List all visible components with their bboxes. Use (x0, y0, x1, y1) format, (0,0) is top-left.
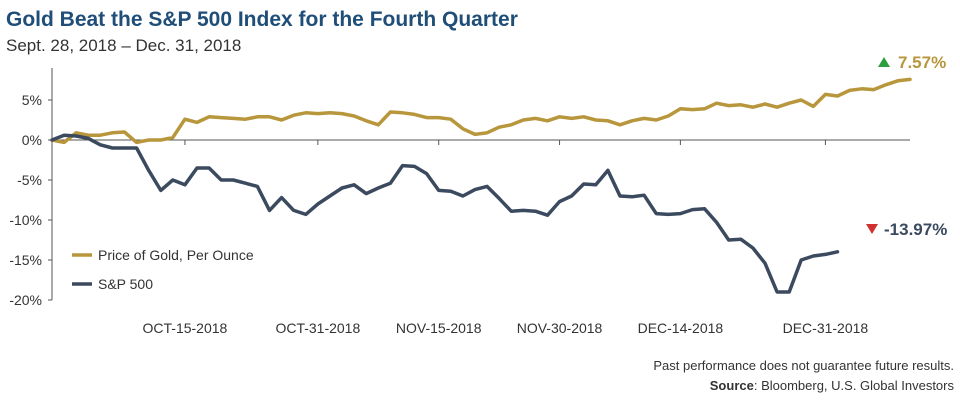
sp500-final-label: -13.97% (884, 220, 947, 239)
source-label: Source (710, 378, 754, 393)
plot-area (50, 77, 912, 294)
series-line-gold (50, 77, 912, 145)
y-tick-label: -10% (9, 212, 42, 228)
y-tick-label: 5% (22, 92, 42, 108)
up-arrow-icon (878, 57, 890, 67)
legend-label-sp500: S&P 500 (98, 276, 153, 292)
x-tick-label: NOV-15-2018 (396, 320, 482, 336)
x-tick-label: OCT-15-2018 (143, 320, 228, 336)
gold-final-label: 7.57% (898, 53, 946, 72)
chart-subtitle: Sept. 28, 2018 – Dec. 31, 2018 (6, 36, 241, 55)
disclaimer: Past performance does not guarantee futu… (653, 358, 954, 373)
legend-label-gold: Price of Gold, Per Ounce (98, 247, 254, 263)
series-line-sp500 (50, 133, 840, 294)
y-axis: 5% 0% -5% -10% -15% -20% (9, 68, 53, 308)
x-tick-label: NOV-30-2018 (517, 320, 603, 336)
x-tick-label: DEC-31-2018 (783, 320, 869, 336)
source-text: : Bloomberg, U.S. Global Investors (754, 378, 955, 393)
y-tick-label: -20% (9, 292, 42, 308)
annotations: 7.57% -13.97% (866, 53, 947, 239)
y-tick-label: -5% (17, 172, 42, 188)
chart-title: Gold Beat the S&P 500 Index for the Four… (6, 8, 518, 31)
x-axis: OCT-15-2018 OCT-31-2018 NOV-15-2018 NOV-30-… (52, 139, 910, 336)
y-tick-label: 0% (22, 132, 42, 148)
legend: Price of Gold, Per Ounce S&P 500 (72, 247, 254, 292)
x-tick-label: DEC-14-2018 (638, 320, 724, 336)
x-tick-label: OCT-31-2018 (275, 320, 360, 336)
source-line: Source: Bloomberg, U.S. Global Investors (710, 378, 955, 393)
y-tick-label: -15% (9, 252, 42, 268)
down-arrow-icon (866, 224, 878, 234)
